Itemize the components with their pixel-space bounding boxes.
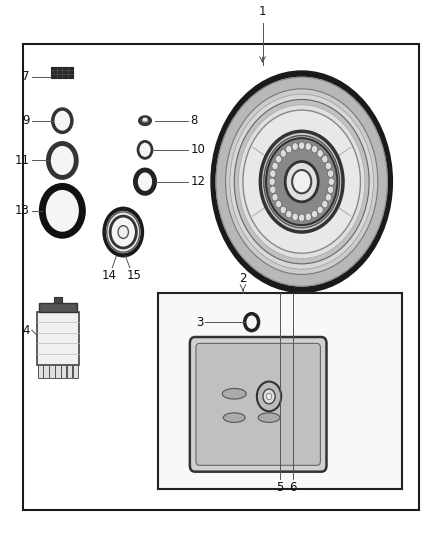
Ellipse shape: [223, 413, 245, 422]
Circle shape: [269, 178, 275, 185]
Circle shape: [328, 186, 334, 193]
Circle shape: [311, 211, 318, 218]
Circle shape: [317, 206, 323, 214]
Circle shape: [322, 156, 328, 163]
Circle shape: [210, 70, 393, 293]
Bar: [61, 365, 67, 378]
Circle shape: [280, 150, 286, 157]
Text: 6: 6: [289, 481, 297, 494]
Circle shape: [299, 142, 305, 149]
Circle shape: [48, 143, 76, 177]
Text: 10: 10: [191, 143, 205, 156]
Bar: [73, 365, 78, 378]
Text: 5: 5: [276, 481, 284, 494]
Circle shape: [325, 163, 332, 169]
Text: 1: 1: [259, 5, 266, 18]
Circle shape: [135, 170, 155, 193]
Circle shape: [243, 110, 360, 253]
Bar: [158, 293, 402, 489]
Circle shape: [292, 170, 311, 193]
Circle shape: [110, 216, 136, 248]
Circle shape: [102, 207, 144, 257]
Bar: [37, 312, 79, 365]
Bar: [67, 365, 72, 378]
Circle shape: [328, 178, 334, 185]
Bar: [38, 365, 42, 378]
Text: 15: 15: [127, 269, 141, 282]
Bar: [54, 297, 62, 303]
Circle shape: [239, 105, 365, 259]
Circle shape: [311, 146, 318, 153]
Circle shape: [292, 143, 298, 150]
Circle shape: [226, 89, 378, 274]
Text: 11: 11: [15, 154, 30, 167]
Text: 4: 4: [22, 324, 30, 337]
Circle shape: [280, 206, 286, 214]
Circle shape: [263, 389, 275, 404]
Circle shape: [118, 225, 128, 238]
Circle shape: [299, 214, 305, 221]
Text: 12: 12: [191, 175, 206, 188]
Text: 3: 3: [196, 316, 204, 329]
Circle shape: [292, 213, 298, 221]
Bar: [39, 303, 77, 312]
Circle shape: [286, 146, 292, 153]
Text: 7: 7: [22, 70, 30, 83]
Circle shape: [276, 156, 282, 163]
Text: 8: 8: [191, 114, 198, 127]
Ellipse shape: [140, 117, 150, 124]
Bar: [51, 67, 73, 78]
Circle shape: [272, 163, 278, 169]
Circle shape: [286, 211, 292, 218]
Circle shape: [216, 77, 388, 286]
Bar: [23, 44, 419, 511]
Circle shape: [138, 141, 152, 158]
Bar: [43, 365, 49, 378]
Text: 14: 14: [102, 269, 117, 282]
Circle shape: [106, 211, 141, 253]
Circle shape: [305, 143, 311, 150]
Ellipse shape: [222, 389, 246, 399]
Circle shape: [276, 200, 282, 208]
Circle shape: [257, 382, 281, 411]
Circle shape: [215, 77, 388, 287]
Text: 13: 13: [15, 204, 30, 217]
Circle shape: [317, 150, 323, 157]
Circle shape: [266, 138, 337, 225]
Circle shape: [230, 94, 374, 269]
Circle shape: [272, 193, 278, 201]
Circle shape: [264, 135, 339, 228]
Circle shape: [266, 393, 272, 400]
Circle shape: [53, 109, 72, 132]
Text: 2: 2: [239, 272, 247, 285]
FancyBboxPatch shape: [196, 343, 321, 465]
Circle shape: [234, 100, 369, 264]
Text: 9: 9: [22, 114, 30, 127]
Circle shape: [285, 161, 318, 202]
Ellipse shape: [142, 118, 148, 122]
Circle shape: [328, 170, 334, 177]
Circle shape: [325, 193, 332, 201]
Bar: [56, 365, 60, 378]
Circle shape: [305, 213, 311, 221]
Circle shape: [270, 186, 276, 193]
Circle shape: [270, 170, 276, 177]
FancyBboxPatch shape: [190, 337, 326, 472]
Circle shape: [42, 187, 82, 235]
Circle shape: [107, 212, 140, 252]
Ellipse shape: [257, 389, 281, 399]
Ellipse shape: [258, 413, 280, 422]
Circle shape: [260, 131, 343, 232]
Circle shape: [322, 200, 328, 208]
Circle shape: [245, 314, 258, 330]
Bar: [49, 365, 55, 378]
